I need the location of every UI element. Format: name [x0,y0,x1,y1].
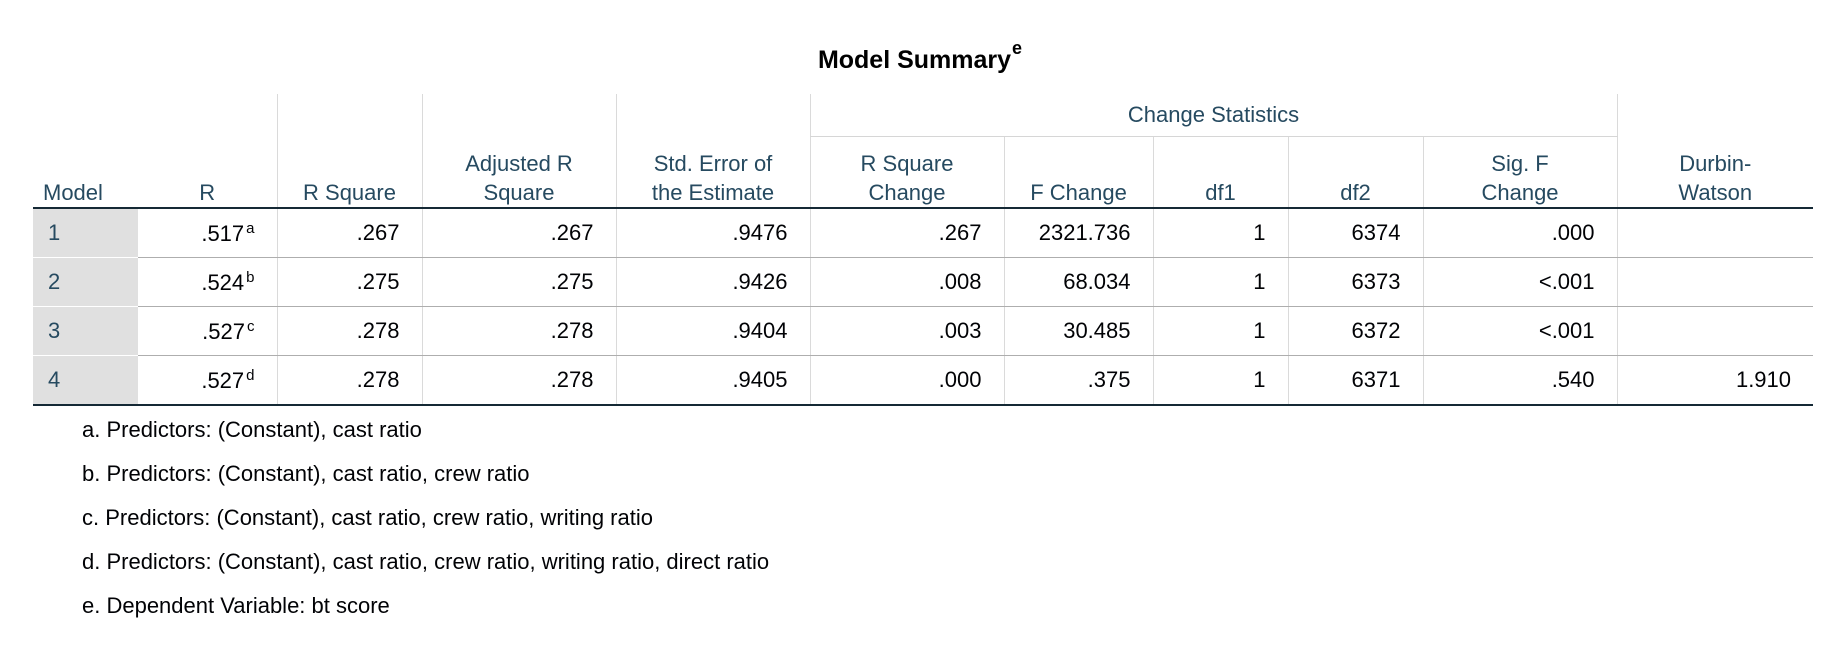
sig-f-change-cell: .000 [1422,208,1618,258]
r-cell: .527 c [138,306,277,356]
r-value: .527 [202,318,245,344]
col-header-r-square-text: R Square [303,180,396,205]
table-row: 4 .527 d .278 .278 .9405 .000 .375 1 6371… [33,355,1814,406]
r-square-cell: .278 [276,355,422,406]
durbin-watson-cell [1616,257,1814,307]
col-header-rsc-line1: R Square [860,151,954,176]
col-header-std-error-line1: Std. Error of [653,151,773,176]
col-header-model-text: Model [43,180,103,205]
model-cell: 3 [33,306,138,356]
r-value: .527 [201,367,245,393]
r-value: .524 [201,269,245,295]
table-title-text: Model Summary [817,46,1012,74]
adjusted-r-square-cell: .278 [421,355,616,406]
header-row-columns: Model R R Square Adjusted R Square Std. E… [33,136,1814,209]
table-header: Change Statistics Model R R Square Adjus… [33,94,1814,209]
std-error-cell: .9476 [615,208,810,258]
r-cell: .527 d [138,355,277,406]
col-header-sig-line1: Sig. F [1491,151,1549,176]
col-header-df1: df1 [1152,136,1288,209]
col-header-model: Model [33,136,138,209]
sig-f-change-cell: .540 [1422,355,1618,406]
adjusted-r-square-cell: .278 [421,306,616,356]
r-square-cell: .267 [276,208,422,258]
r-footnote-marker: c [247,317,255,335]
sig-f-change-cell: <.001 [1422,257,1618,307]
col-header-std-error-line2: the Estimate [651,180,775,205]
col-header-durbin-watson: Durbin- Watson [1616,136,1814,209]
r-footnote-marker: b [246,268,255,286]
table-row: 1 .517 a .267 .267 .9476 .267 2321.736 1 … [33,208,1814,258]
model-cell: 1 [33,208,138,258]
df1-cell: 1 [1152,257,1288,307]
col-header-sig-line2: Change [1481,180,1559,205]
df1-cell: 1 [1152,306,1288,356]
std-error-cell: .9404 [615,306,810,356]
model-cell: 4 [33,355,138,406]
df2-cell: 6372 [1287,306,1423,356]
table-title: Model Summarye [0,38,1840,75]
r-square-change-cell: .008 [809,257,1004,307]
durbin-watson-cell [1616,306,1814,356]
col-header-r-square: R Square [276,136,422,209]
col-header-std-error: Std. Error of the Estimate [615,136,810,209]
f-change-cell: 30.485 [1003,306,1153,356]
r-square-change-cell: .003 [809,306,1004,356]
change-statistics-header: Change Statistics [809,94,1618,137]
footnote-d: d. Predictors: (Constant), cast ratio, c… [82,549,770,574]
r-cell: .517 a [138,208,277,258]
table-row: 3 .527 c .278 .278 .9404 .003 30.485 1 63… [33,306,1814,356]
col-header-dw-line1: Durbin- [1679,151,1752,176]
col-header-rsc-line2: Change [868,180,946,205]
f-change-cell: 68.034 [1003,257,1153,307]
col-header-f-change-text: F Change [1030,180,1127,205]
col-header-r-square-change: R Square Change [809,136,1004,209]
col-header-r-text: R [199,180,216,205]
col-header-sig-f-change: Sig. F Change [1422,136,1618,209]
r-square-change-cell: .000 [809,355,1004,406]
col-header-adj-line1: Adjusted R [465,151,573,176]
r-footnote-marker: a [246,219,255,237]
table-title-footnote-marker: e [1012,38,1023,58]
durbin-watson-cell: 1.910 [1616,355,1814,406]
footnote-b: b. Predictors: (Constant), cast ratio, c… [82,461,530,486]
footnote-a: a. Predictors: (Constant), cast ratio [82,417,422,442]
df1-cell: 1 [1152,355,1288,406]
df2-cell: 6373 [1287,257,1423,307]
col-header-df2-text: df2 [1340,180,1371,205]
col-header-dw-line2: Watson [1678,180,1753,205]
col-header-adj-line2: Square [483,180,555,205]
table-row: 2 .524 b .275 .275 .9426 .008 68.034 1 63… [33,257,1814,307]
model-cell: 2 [33,257,138,307]
footnote-c: c. Predictors: (Constant), cast ratio, c… [82,505,653,530]
model-summary-table: Change Statistics Model R R Square Adjus… [33,94,1814,406]
f-change-cell: .375 [1003,355,1153,406]
col-header-r: R [138,136,277,209]
r-cell: .524 b [138,257,277,307]
durbin-watson-cell [1616,208,1814,258]
f-change-cell: 2321.736 [1003,208,1153,258]
r-footnote-marker: d [246,366,255,384]
footnote-e: e. Dependent Variable: bt score [82,593,390,618]
r-square-cell: .275 [276,257,422,307]
adjusted-r-square-cell: .275 [421,257,616,307]
col-header-df1-text: df1 [1205,180,1236,205]
table-body: 1 .517 a .267 .267 .9476 .267 2321.736 1 … [33,208,1814,406]
df1-cell: 1 [1152,208,1288,258]
header-row-group: Change Statistics [33,94,1814,137]
r-square-cell: .278 [276,306,422,356]
adjusted-r-square-cell: .267 [421,208,616,258]
std-error-cell: .9426 [615,257,810,307]
r-square-change-cell: .267 [809,208,1004,258]
r-value: .517 [201,220,245,246]
footnotes: a. Predictors: (Constant), cast ratio b.… [82,416,769,636]
std-error-cell: .9405 [615,355,810,406]
df2-cell: 6374 [1287,208,1423,258]
col-header-adjusted-r-square: Adjusted R Square [421,136,616,209]
df2-cell: 6371 [1287,355,1423,406]
col-header-f-change: F Change [1003,136,1153,209]
col-header-df2: df2 [1287,136,1423,209]
sig-f-change-cell: <.001 [1422,306,1618,356]
